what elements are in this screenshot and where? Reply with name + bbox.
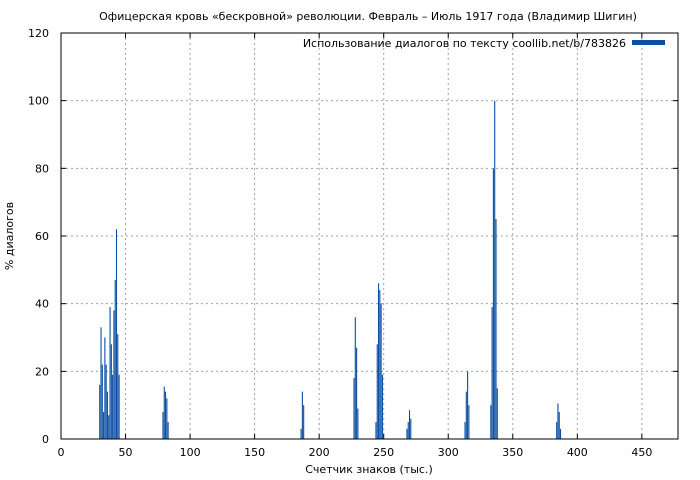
x-tick-label: 350 [502,446,523,459]
bar [118,374,120,439]
bar [165,391,167,439]
bar [356,347,358,439]
chart-title: Офицерская кровь «бескровной» революции.… [99,10,637,23]
bar [167,422,169,439]
bar [490,405,492,439]
bar [408,410,411,439]
bar [163,386,165,439]
bar [354,317,356,439]
bar [380,303,382,439]
bar [468,405,470,439]
bar [99,384,101,439]
x-tick-label: 250 [373,446,394,459]
plot-frame [60,32,679,440]
bar [114,279,116,439]
bar [101,364,103,439]
bar [108,415,110,439]
bar [106,391,109,439]
bar [115,229,118,439]
bar [406,428,408,439]
y-tick-label: 100 [28,95,49,108]
bar [112,374,114,439]
x-tick-label: 300 [438,446,459,459]
x-tick-label: 400 [567,446,588,459]
bar [556,422,558,439]
bar [109,307,111,439]
grid [61,33,678,439]
y-tick-label: 0 [42,433,49,446]
bar [103,411,105,439]
bar [495,219,497,439]
bar [105,364,107,439]
y-tick-label: 120 [28,27,49,40]
bar [558,411,560,439]
x-tick-label: 200 [309,446,330,459]
bar [301,391,303,439]
bar [166,398,168,439]
x-tick-label: 150 [244,446,265,459]
bar [100,327,102,439]
ticks: 0 20 40 60 80 100 120 0 50 100 150 200 250 300 350 400 4… [28,27,678,459]
bar [465,391,467,439]
bar [376,344,378,439]
bar [464,422,466,439]
bar [162,411,164,439]
bar [379,290,381,439]
bar [375,422,377,439]
bar [117,334,119,439]
y-tick-label: 80 [35,162,49,175]
bar [467,371,469,439]
x-tick-label: 450 [631,446,652,459]
legend: Использование диалогов по тексту coollib… [303,37,665,50]
y-tick-label: 60 [35,230,49,243]
bar [492,168,494,440]
bar [104,337,106,439]
bar [303,405,305,439]
bars [99,100,562,440]
x-axis-label: Счетчик знаков (тыс.) [305,463,433,476]
bar [559,428,562,439]
x-tick-label: 0 [58,446,65,459]
bar [300,428,302,439]
bar [410,418,412,439]
legend-label: Использование диалогов по тексту coollib… [303,37,626,50]
bar [494,100,496,440]
y-axis-label: % диалогов [3,202,16,270]
bar [407,422,409,439]
y-tick-label: 20 [35,365,49,378]
x-tick-label: 50 [119,446,133,459]
bar [110,344,112,439]
bar [377,283,380,439]
x-tick-label: 100 [180,446,201,459]
legend-swatch [632,40,665,45]
bar [353,378,355,439]
bar [381,374,383,439]
bar [496,388,498,439]
y-tick-label: 40 [35,298,49,311]
bar [557,403,559,439]
bar [357,408,359,439]
bar [113,310,115,439]
bar [491,307,493,439]
